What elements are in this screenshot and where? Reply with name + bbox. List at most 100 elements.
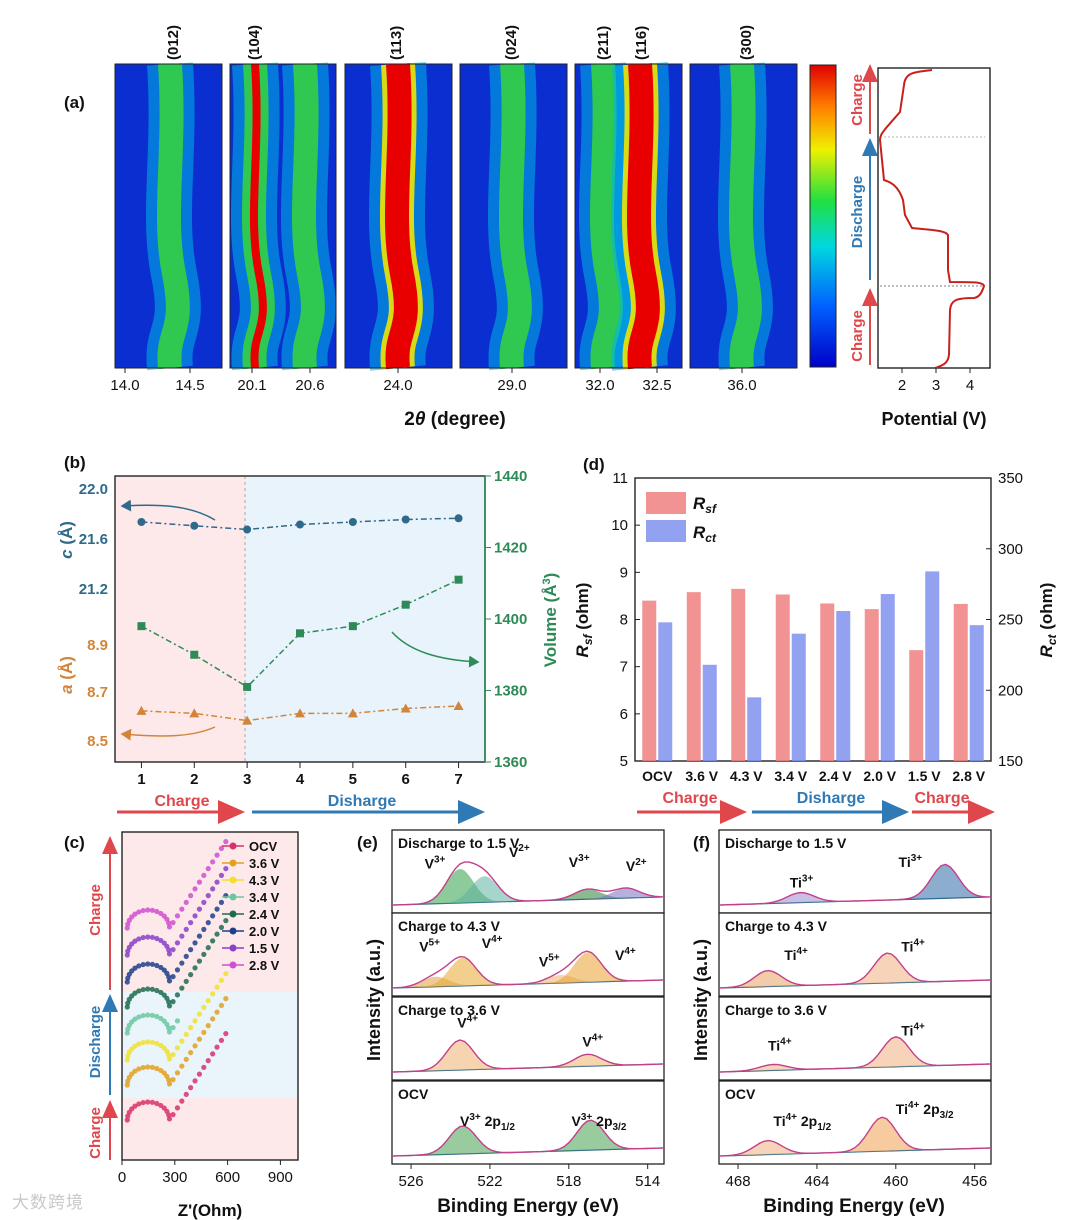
nyquist-point — [166, 1112, 172, 1118]
c-x-tick-label: 900 — [268, 1169, 293, 1186]
legend-label: 2.0 V — [249, 924, 280, 939]
nyquist-point — [223, 866, 229, 872]
nyquist-point — [166, 1029, 173, 1035]
nyquist-point — [170, 1112, 176, 1118]
a-axis-tick: 8.7 — [87, 684, 108, 701]
nyquist-point — [205, 945, 211, 951]
panel-e-label: (e) — [357, 833, 378, 852]
d-right-tick-label: 250 — [998, 612, 1023, 629]
b-x-tick-label: 4 — [296, 771, 305, 788]
nyquist-point — [124, 979, 130, 985]
volume-tick-label: 1400 — [494, 611, 527, 628]
legend-rct-swatch — [646, 520, 686, 542]
b-point-a — [295, 708, 305, 718]
b-x-tick-label: 3 — [243, 771, 251, 788]
nyquist-point — [201, 1004, 207, 1010]
xps-spectrum-title: Charge to 3.6 V — [725, 1002, 828, 1018]
nyquist-point — [214, 1044, 220, 1050]
bar-rct — [836, 611, 851, 761]
xps-spectrum-title: OCV — [398, 1086, 429, 1102]
heatmap-peak-label: (211) — [595, 26, 612, 60]
nyquist-point — [196, 1036, 203, 1042]
xps-spectrum-0-2: Charge to 3.6 VV4+V4+ — [391, 996, 665, 1081]
volume-tick-label: 1360 — [494, 754, 527, 771]
heatmap-peak-label: (300) — [738, 25, 755, 60]
nyquist-point — [210, 1016, 216, 1022]
nyquist-point — [205, 893, 211, 899]
nyquist-point — [214, 906, 220, 912]
xps-peak-label: V4+ — [615, 946, 636, 963]
nyquist-point — [132, 1103, 138, 1109]
nyquist-point — [192, 1043, 198, 1049]
nyquist-point — [174, 940, 181, 946]
heatmap-tick-label: 20.6 — [295, 377, 324, 394]
heatmap-band — [156, 63, 190, 370]
xps-peak-label: Ti3+ — [790, 874, 814, 891]
nyquist-point — [179, 906, 185, 912]
nyquist-point — [136, 988, 142, 994]
xps-fitted-peak — [544, 1120, 637, 1152]
heatmap-band — [291, 63, 325, 370]
c-frame — [121, 831, 299, 1161]
nyquist-point — [145, 1012, 151, 1018]
xps-peak-label: V3+ — [569, 853, 590, 870]
xps-spectrum-title: Charge to 4.3 V — [725, 918, 828, 934]
a-stage-discharge: Discharge — [849, 176, 866, 249]
nyquist-point — [166, 1116, 173, 1122]
nyquist-point — [214, 984, 220, 990]
nyquist-point — [145, 986, 151, 992]
nyquist-point — [170, 1077, 176, 1083]
xps-fitted-peak — [579, 888, 673, 900]
nyquist-point — [192, 886, 198, 892]
d-left-tick-label: 9 — [620, 564, 628, 581]
potential-tick: 4 — [966, 377, 974, 394]
xps-spectrum-title: Discharge to 1.5 V — [725, 835, 847, 851]
xps-peak-label: Ti4+ — [901, 1022, 925, 1039]
xps-envelope — [391, 1039, 665, 1073]
bar-rsf — [820, 603, 835, 761]
nyquist-point — [149, 1039, 155, 1045]
bar-rct — [880, 594, 895, 761]
panel-f-label: (f) — [693, 833, 710, 852]
nyquist-point — [132, 1068, 138, 1074]
heatmap-peak-label: (012) — [165, 25, 182, 60]
heatmap-1: (104) 20.1 20.6 — [229, 25, 337, 394]
bar-rsf — [775, 594, 790, 761]
nyquist-point — [149, 1012, 155, 1018]
heatmap-tick-label: 32.5 — [642, 377, 671, 394]
nyquist-point — [166, 974, 172, 980]
nyquist-point — [179, 1038, 185, 1044]
xps-peak-label: V4+ — [482, 934, 503, 951]
nyquist-point — [179, 1063, 185, 1069]
nyquist-point — [132, 938, 138, 944]
nyquist-point — [166, 1052, 172, 1058]
nyquist-point — [192, 913, 198, 919]
c-legend: OCV 3.6 V 4.3 V 3.4 V 2.4 V 2.0 V 1.5 V 2.8 V — [222, 839, 280, 973]
nyquist-point — [188, 893, 194, 899]
nyquist-point — [183, 1056, 189, 1062]
nyquist-point — [166, 1056, 173, 1062]
watermark: 大数跨境 — [12, 1193, 84, 1213]
b-point-a — [136, 705, 147, 715]
xps-fitted-peak — [849, 1036, 942, 1069]
heatmap-tick-label: 36.0 — [727, 377, 756, 394]
nyquist-point — [166, 947, 172, 953]
nyquist-point — [149, 986, 155, 992]
xps-x-tick-label: 468 — [726, 1173, 751, 1190]
legend-label: 4.3 V — [249, 873, 280, 888]
nyquist-point — [154, 987, 160, 994]
nyquist-point — [183, 953, 189, 959]
legend-marker — [229, 961, 237, 969]
b-point-c — [348, 518, 357, 526]
b-point-volume — [296, 629, 304, 638]
b-point-a — [453, 701, 464, 711]
bar-rsf — [953, 603, 968, 761]
nyquist-point — [179, 960, 185, 966]
xps-fitted-peak — [841, 953, 934, 985]
nyquist-point — [179, 985, 185, 991]
nyquist-point — [149, 961, 155, 967]
xps-peak-label: V3+ 2p1/2 — [460, 1112, 515, 1133]
nyquist-point — [192, 965, 198, 971]
nyquist-point — [166, 924, 173, 930]
xps-envelope — [718, 1036, 992, 1073]
